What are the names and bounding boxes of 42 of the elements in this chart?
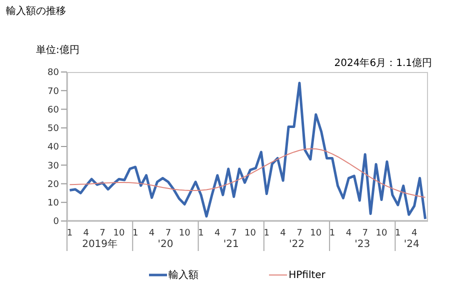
x-tick-label: 7 bbox=[362, 228, 368, 238]
x-tick-label: 4 bbox=[411, 228, 418, 238]
text: '22 bbox=[288, 239, 304, 250]
text: 2019年 bbox=[82, 238, 118, 250]
y-tick-label: 20 bbox=[48, 180, 60, 190]
x-tick-label: 10 bbox=[310, 228, 322, 238]
legend-label: 輸入額 bbox=[168, 268, 199, 282]
x-tick-label: 10 bbox=[244, 228, 256, 238]
x-tick-label: 1 bbox=[329, 228, 336, 238]
x-tick-label: 7 bbox=[296, 228, 302, 238]
x-tick-label: 1 bbox=[198, 228, 204, 238]
text: '20 bbox=[158, 239, 174, 250]
x-tick-label: 4 bbox=[280, 228, 286, 238]
x-tick-label: 10 bbox=[376, 228, 388, 238]
x-tick-label: 10 bbox=[178, 228, 191, 238]
x-tick-label: 1 bbox=[66, 228, 73, 238]
x-tick-label: 1 bbox=[264, 228, 270, 238]
text: '21 bbox=[223, 239, 239, 250]
x-tick-label: 4 bbox=[83, 228, 90, 238]
y-tick-label: 60 bbox=[48, 105, 60, 116]
x-tick-label: 7 bbox=[100, 228, 106, 238]
x-tick-label: 4 bbox=[346, 228, 352, 238]
x-tick-label: 4 bbox=[214, 228, 221, 238]
x-tick-label: 7 bbox=[230, 228, 237, 238]
text: '24 bbox=[404, 239, 420, 250]
y-tick-label: 50 bbox=[48, 124, 60, 134]
y-tick-label: 80 bbox=[48, 68, 60, 78]
y-axis-title: 単位:億円 bbox=[36, 44, 80, 57]
x-tick-label: 4 bbox=[148, 228, 155, 238]
y-tick-label: 40 bbox=[48, 142, 60, 153]
chart-title: 輸入額の推移 bbox=[6, 4, 66, 18]
y-tick-label: 30 bbox=[48, 161, 60, 172]
text: '23 bbox=[354, 239, 370, 250]
text: 2024年6月：1.1億円 bbox=[334, 56, 432, 70]
x-tick-label: 7 bbox=[165, 228, 172, 238]
y-tick-label: 70 bbox=[48, 86, 60, 97]
y-tick-label: 10 bbox=[48, 198, 60, 209]
x-tick-label: 1 bbox=[395, 228, 401, 238]
x-tick-label: 1 bbox=[132, 228, 138, 238]
y-tick-label: 0 bbox=[53, 217, 60, 228]
x-tick-label: 10 bbox=[113, 228, 125, 238]
legend-label: HPfilter bbox=[288, 270, 326, 280]
